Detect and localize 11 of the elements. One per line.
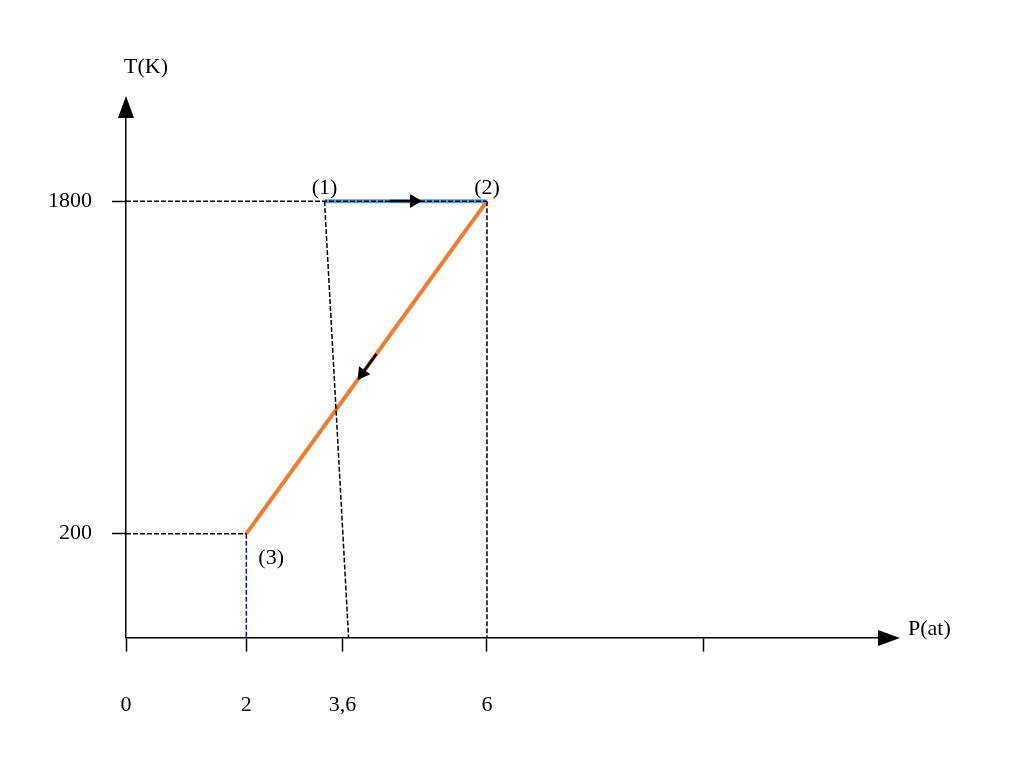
y-tick-label: 200	[59, 519, 92, 545]
annotation: (3)	[258, 544, 284, 570]
x-tick-label: 2	[240, 690, 252, 716]
x-tick-label: 6	[481, 690, 493, 716]
x-tick-label: 0	[120, 690, 132, 716]
x-axis-title: P(at)	[908, 615, 951, 641]
x-tick-label: 3,6	[328, 690, 357, 716]
annotation: (1)	[311, 173, 338, 199]
y-tick-label: 1800	[48, 186, 92, 212]
annotation: (2)	[474, 173, 500, 199]
y-axis-title: T(K)	[124, 52, 168, 78]
